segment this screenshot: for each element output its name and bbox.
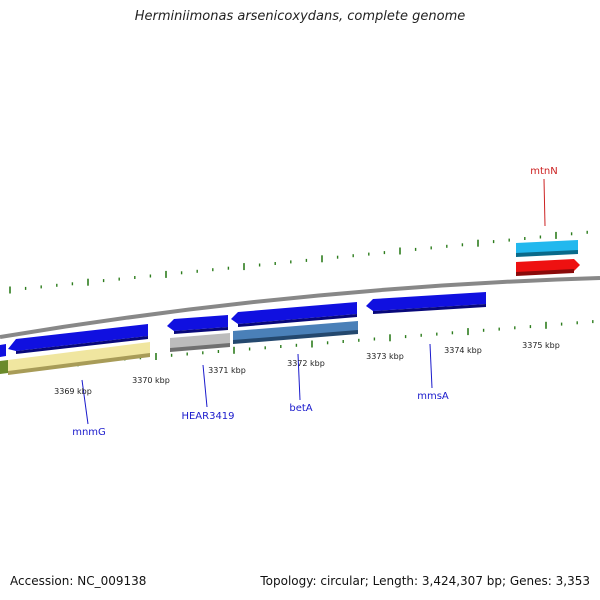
scale-label: 3371 kbp <box>208 366 246 375</box>
map-title: Herminiimonas arsenicoxydans, complete g… <box>134 9 466 24</box>
gene-label-HEAR3419[interactable]: HEAR3419 <box>181 411 234 422</box>
gene-mnmG-yellow[interactable] <box>8 342 150 375</box>
gene-mtnN-cyan[interactable] <box>516 240 578 257</box>
gene-HEAR3419-blue[interactable] <box>167 315 228 334</box>
leader-mnmG <box>81 379 89 425</box>
gene-label-mnmG[interactable]: mnmG <box>72 427 106 438</box>
scale-label: 3370 kbp <box>132 376 170 385</box>
gene-mmsA[interactable] <box>366 292 486 314</box>
gene-HEAR3419-gray[interactable] <box>170 333 230 352</box>
gene-mtnN-red[interactable] <box>516 259 580 276</box>
scale-label: 3372 kbp <box>287 359 325 368</box>
genome-backbone <box>0 276 600 339</box>
gene-left-olive[interactable] <box>0 360 8 374</box>
gene-label-mtnN[interactable]: mtnN <box>530 166 557 177</box>
accession-text: Accession: NC_009138 <box>10 574 147 588</box>
gene-mnmG[interactable] <box>8 324 148 354</box>
scale-label: 3375 kbp <box>522 341 560 350</box>
gene-label-betA[interactable]: betA <box>289 403 312 414</box>
gene-label-mmsA[interactable]: mmsA <box>417 391 449 402</box>
scale-label: 3373 kbp <box>366 352 404 361</box>
scale-label: 3369 kbp <box>54 387 92 396</box>
scale-label: 3374 kbp <box>444 346 482 355</box>
gene-left-edge-blue[interactable] <box>0 344 6 357</box>
leader-HEAR3419 <box>202 364 208 408</box>
leader-betA <box>297 353 301 401</box>
genome-stats-text: Topology: circular; Length: 3,424,307 bp… <box>260 574 590 588</box>
leader-mmsA <box>429 343 433 389</box>
gene-betA-blue[interactable] <box>231 302 357 327</box>
gene-betA-steel[interactable] <box>233 321 358 344</box>
leader-mtnN <box>543 178 546 227</box>
outer-tick-row <box>9 230 588 294</box>
